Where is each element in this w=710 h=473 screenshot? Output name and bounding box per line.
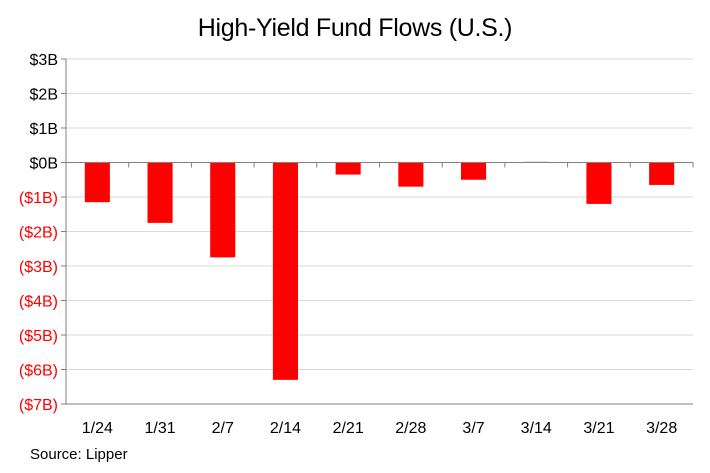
y-tick-label: ($7B) xyxy=(19,397,58,414)
y-tick-label: ($5B) xyxy=(19,328,58,345)
x-tick-label: 2/21 xyxy=(333,420,364,437)
x-tick-label: 2/7 xyxy=(212,420,234,437)
x-tick-label: 2/28 xyxy=(395,420,426,437)
source-note: Source: Lipper xyxy=(30,446,128,463)
x-tick-label: 1/31 xyxy=(144,420,175,437)
y-tick-label: $1B xyxy=(30,121,58,138)
y-tick-label: ($3B) xyxy=(19,259,58,276)
y-tick-label: ($4B) xyxy=(19,294,58,311)
x-tick-label: 3/28 xyxy=(646,420,677,437)
y-tick-label: $0B xyxy=(30,156,58,173)
bar-1-24 xyxy=(84,162,110,203)
bar-3-21 xyxy=(586,162,612,204)
bar-2-14 xyxy=(272,162,298,380)
chart-title: High-Yield Fund Flows (U.S.) xyxy=(197,14,513,42)
x-tick-label: 3/21 xyxy=(583,420,614,437)
x-tick-label: 2/14 xyxy=(270,420,301,437)
y-tick-label: ($1B) xyxy=(19,190,58,207)
x-tick-label: 3/14 xyxy=(521,420,552,437)
y-tick-label: $2B xyxy=(30,87,58,104)
bar-2-21 xyxy=(335,162,361,175)
x-tick-label: 3/7 xyxy=(462,420,484,437)
bar-2-7 xyxy=(210,162,236,258)
y-tick-label: ($6B) xyxy=(19,363,58,380)
y-tick-label: $3B xyxy=(30,52,58,69)
bar-3-7 xyxy=(461,162,487,180)
bar-2-28 xyxy=(398,162,424,187)
y-tick-label: ($2B) xyxy=(19,225,58,242)
bar-1-31 xyxy=(147,162,173,223)
bar-3-28 xyxy=(649,162,675,185)
x-tick-label: 1/24 xyxy=(82,420,113,437)
